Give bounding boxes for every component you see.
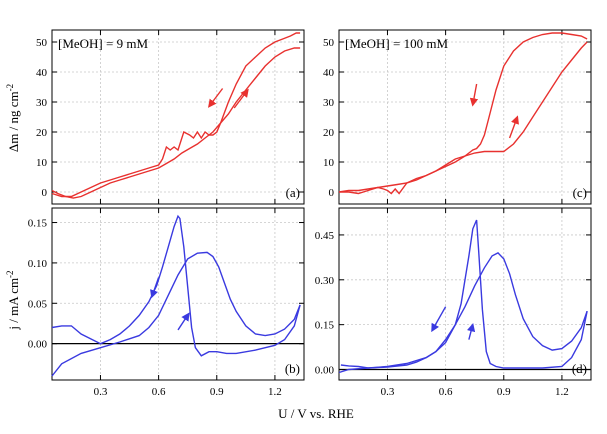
scan-direction-arrow (177, 312, 190, 331)
panel-frame (51, 29, 305, 205)
concentration-annotation: [MeOH] = 100 mM (345, 36, 448, 51)
x-tick-label: 1.2 (268, 386, 282, 398)
panel-frame (51, 207, 305, 381)
y-tick-label: 0 (42, 187, 48, 199)
scan-direction-arrow (150, 277, 160, 299)
panel-letter: (b) (285, 361, 300, 376)
y-tick-label: 30 (36, 97, 48, 109)
series-line (338, 252, 588, 374)
y-tick-label: 0.15 (28, 218, 48, 230)
panel-b: 0.3 0.6 0.9 1.2 0.00 0.05 0.10 0.15 (b) (28, 207, 305, 398)
y-tick-label: 10 (36, 157, 48, 169)
x-tick-label: 0.6 (439, 386, 453, 398)
y-tick-label: 50 (36, 37, 48, 49)
panel-d: 0.3 0.6 0.9 1.2 0.00 0.15 0.30 0.45 (d) (315, 207, 592, 398)
scan-direction-arrow (233, 88, 249, 109)
y-axis-label-top: Δm / ng cm-2 (5, 84, 21, 152)
y-tick-label: 0.10 (28, 258, 48, 270)
series-line (51, 32, 301, 198)
y-tick-label: 20 (323, 127, 335, 139)
scan-direction-arrow (469, 83, 479, 107)
panel-letter: (a) (286, 185, 300, 200)
x-tick-label: 0.9 (210, 386, 224, 398)
series-line (51, 214, 301, 357)
panel-frame (338, 29, 592, 205)
y-tick-label: 0.00 (28, 339, 48, 351)
series-line (338, 32, 588, 193)
concentration-annotation: [MeOH] = 9 mM (58, 36, 148, 51)
scan-direction-arrow (467, 323, 476, 340)
series-line (340, 219, 588, 369)
panel-letter: (d) (572, 361, 587, 376)
x-tick-label: 0.9 (497, 386, 511, 398)
x-axis-label: U / V vs. RHE (278, 406, 354, 421)
y-tick-label: 40 (323, 67, 335, 79)
x-tick-label: 1.2 (555, 386, 569, 398)
y-tick-label: 0.05 (28, 298, 48, 310)
y-tick-label: 50 (323, 37, 335, 49)
y-tick-label: 0.45 (315, 230, 335, 242)
y-tick-label: 0 (329, 187, 335, 199)
y-tick-label: 10 (323, 157, 335, 169)
panel-letter: (c) (573, 185, 587, 200)
panel-a: 0 10 20 30 40 50 [MeOH] = 9 mM (a) (36, 29, 305, 205)
y-tick-label: 40 (36, 67, 48, 79)
x-tick-label: 0.3 (381, 386, 395, 398)
x-tick-label: 0.3 (94, 386, 108, 398)
panel-c: 0 10 20 30 40 50 [MeOH] = 100 mM (c) (323, 29, 592, 205)
y-tick-label: 0.15 (315, 320, 335, 332)
series-line (51, 251, 301, 377)
y-axis-label-bottom: j / mA cm-2 (5, 270, 21, 330)
y-tick-label: 0.00 (315, 365, 335, 377)
series-line (51, 47, 301, 199)
y-tick-label: 20 (36, 127, 48, 139)
panel-frame (338, 207, 592, 381)
series-line (339, 41, 588, 195)
y-tick-label: 30 (323, 97, 335, 109)
scan-direction-arrow (431, 306, 447, 333)
scan-direction-arrow (508, 115, 519, 139)
y-tick-label: 0.30 (315, 275, 335, 287)
x-tick-label: 0.6 (152, 386, 166, 398)
scan-direction-arrow (208, 88, 224, 108)
